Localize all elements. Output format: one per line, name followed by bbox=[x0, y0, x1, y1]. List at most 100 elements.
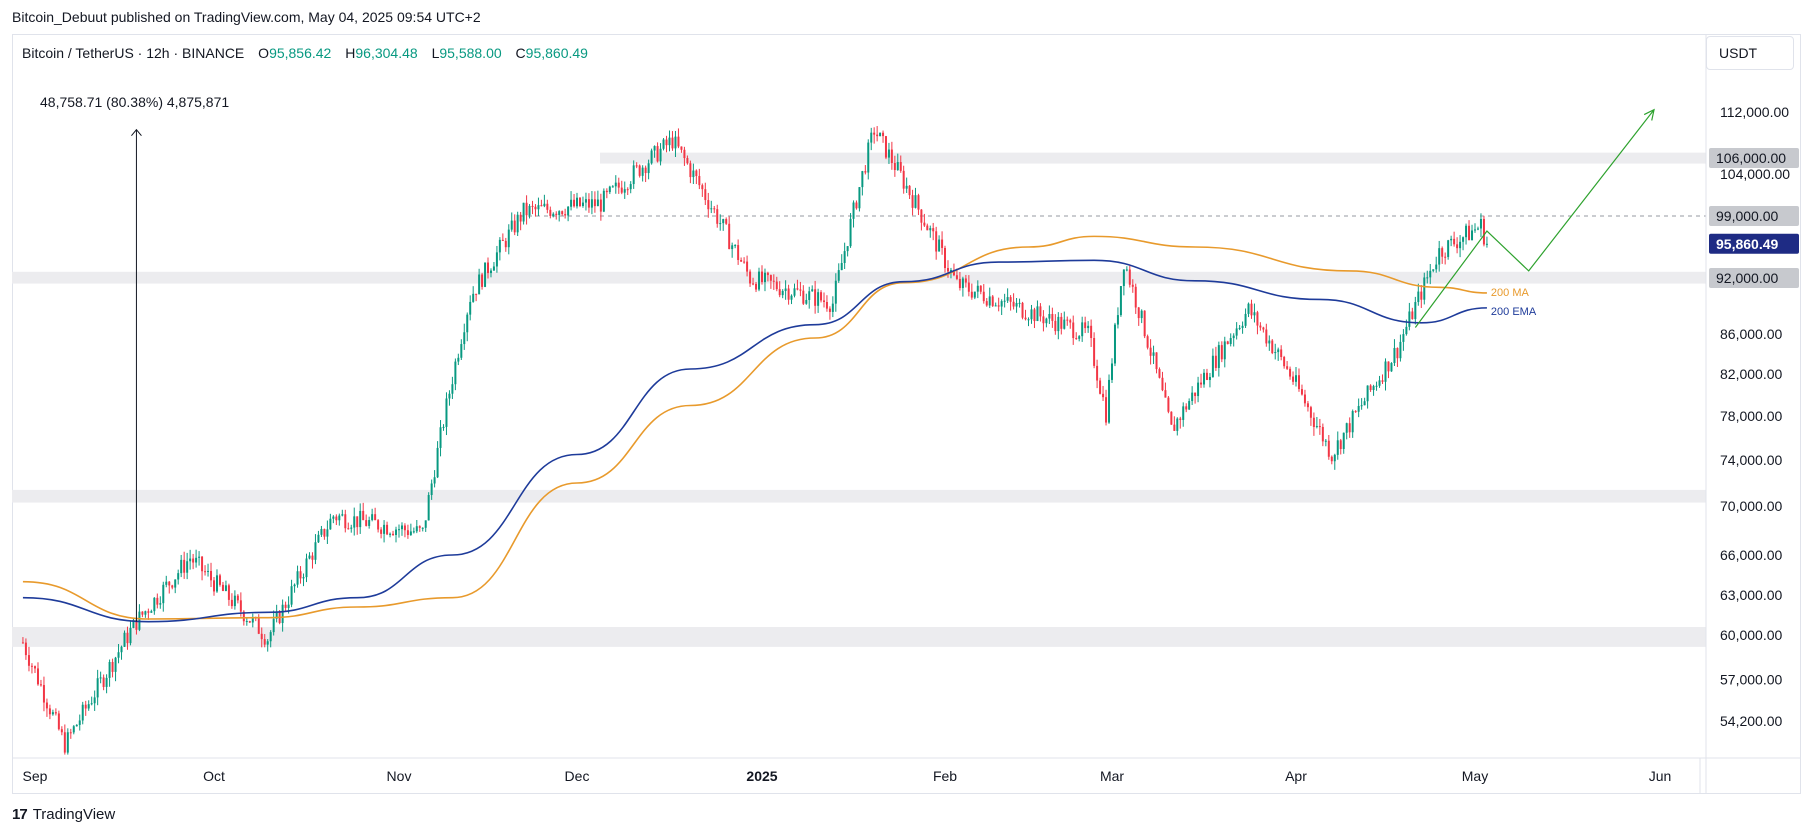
candle-body bbox=[51, 712, 54, 715]
candle-body bbox=[1444, 256, 1447, 258]
candle-body bbox=[1372, 386, 1375, 391]
candle-body bbox=[1036, 306, 1039, 322]
candle-body bbox=[365, 520, 368, 526]
candle-body bbox=[66, 732, 69, 753]
candle-body bbox=[1259, 325, 1262, 328]
candle-body bbox=[1116, 315, 1119, 325]
candle-body bbox=[716, 209, 719, 224]
tradingview-brand: TradingView bbox=[32, 806, 116, 823]
candle-body bbox=[531, 205, 534, 207]
candle-body bbox=[275, 611, 278, 619]
candle-body bbox=[626, 189, 629, 191]
candle-body bbox=[39, 684, 42, 686]
indicator-line-ma bbox=[22, 235, 1487, 620]
candle-body bbox=[1324, 440, 1327, 442]
candle-body bbox=[362, 510, 365, 521]
candle-body bbox=[60, 729, 63, 733]
candle-body bbox=[558, 211, 561, 215]
candle-body bbox=[837, 270, 840, 281]
candle-body bbox=[926, 225, 929, 231]
candle-body bbox=[650, 150, 653, 164]
candle-body bbox=[641, 167, 644, 176]
candle-body bbox=[704, 189, 707, 201]
candle-body bbox=[63, 732, 66, 753]
candle-body bbox=[308, 555, 311, 559]
candle-body bbox=[653, 146, 656, 151]
tradingview-logo[interactable]: 17 TradingView bbox=[12, 806, 115, 823]
candle-body bbox=[165, 581, 168, 585]
symbol-name[interactable]: Bitcoin / TetherUS · 12h · BINANCE bbox=[22, 45, 245, 61]
candle-body bbox=[1048, 313, 1051, 319]
candle-body bbox=[680, 146, 683, 150]
low-label: L bbox=[431, 45, 440, 61]
candle-body bbox=[1155, 352, 1158, 370]
candle-body bbox=[698, 176, 701, 186]
candle-body bbox=[1105, 397, 1108, 423]
price-tick-label: 78,000.00 bbox=[1720, 408, 1782, 424]
candle-body bbox=[204, 571, 207, 573]
candle-body bbox=[102, 677, 105, 687]
candle-body bbox=[665, 139, 668, 146]
candle-body bbox=[281, 604, 284, 624]
candle-body bbox=[1462, 237, 1465, 242]
candle-body bbox=[117, 652, 120, 658]
price-tick-label: 54,200.00 bbox=[1720, 713, 1782, 729]
candle-body bbox=[498, 239, 501, 253]
candle-body bbox=[451, 384, 454, 394]
candle-body bbox=[834, 280, 837, 304]
candle-body bbox=[662, 139, 665, 149]
candle-body bbox=[1158, 369, 1161, 378]
symbol-legend[interactable]: Bitcoin / TetherUS · 12h · BINANCE O95,8… bbox=[22, 45, 588, 61]
candle-body bbox=[761, 271, 763, 283]
candle-body bbox=[614, 182, 617, 187]
candle-body bbox=[1286, 366, 1289, 369]
candle-body bbox=[221, 584, 224, 591]
candle-body bbox=[525, 202, 528, 216]
candle-body bbox=[430, 483, 433, 496]
candle-body bbox=[982, 291, 985, 302]
candle-body bbox=[1411, 311, 1414, 320]
candle-body bbox=[150, 611, 153, 613]
candle-body bbox=[1277, 349, 1280, 353]
candle-body bbox=[1369, 385, 1372, 391]
candle-body bbox=[584, 199, 587, 203]
candle-body bbox=[54, 712, 57, 714]
candle-body bbox=[674, 136, 677, 149]
candle-body bbox=[781, 290, 784, 296]
candle-body bbox=[69, 732, 72, 734]
candle-body bbox=[389, 533, 392, 535]
candle-body bbox=[1093, 338, 1096, 366]
candle-body bbox=[1102, 393, 1105, 398]
measure-arrowhead bbox=[131, 128, 142, 136]
candle-body bbox=[1069, 320, 1072, 323]
candle-body bbox=[93, 697, 96, 704]
price-level-label: 99,000.00 bbox=[1716, 208, 1778, 224]
candle-body bbox=[1453, 238, 1456, 245]
candle-body bbox=[492, 266, 495, 271]
candle-body bbox=[1220, 345, 1223, 360]
candle-body bbox=[1143, 310, 1146, 337]
candle-body bbox=[457, 357, 460, 362]
candle-body bbox=[1459, 241, 1462, 249]
candle-body bbox=[1006, 297, 1009, 301]
candle-body bbox=[576, 197, 578, 207]
price-tick-label: 104,000.00 bbox=[1720, 166, 1790, 182]
candle-body bbox=[332, 516, 335, 519]
candle-body bbox=[855, 202, 858, 209]
candle-body bbox=[677, 136, 680, 147]
candle-body bbox=[1200, 382, 1203, 385]
tradingview-logo-icon: 17 bbox=[12, 806, 28, 823]
time-tick-label: Sep bbox=[23, 768, 48, 784]
candle-body bbox=[302, 577, 305, 579]
candle-body bbox=[460, 344, 463, 358]
candle-body bbox=[1078, 336, 1081, 339]
candle-body bbox=[1208, 376, 1211, 380]
candle-body bbox=[722, 219, 725, 224]
time-tick-label: Jun bbox=[1649, 768, 1672, 784]
candle-body bbox=[1021, 302, 1024, 318]
candle-body bbox=[1054, 320, 1057, 332]
candle-body bbox=[251, 617, 254, 623]
candle-body bbox=[1018, 302, 1021, 304]
candle-body bbox=[596, 199, 599, 207]
